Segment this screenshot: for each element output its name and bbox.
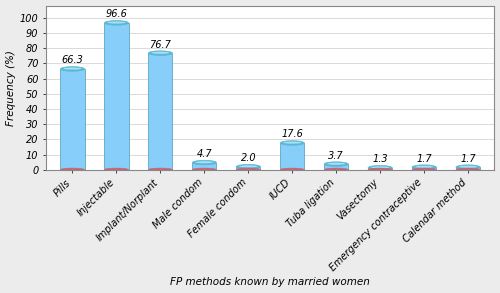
Ellipse shape [192, 160, 216, 165]
Bar [192, 163, 216, 170]
Ellipse shape [415, 166, 433, 168]
Ellipse shape [152, 52, 170, 54]
Ellipse shape [371, 166, 389, 168]
Ellipse shape [104, 168, 128, 171]
Ellipse shape [324, 162, 348, 166]
Bar [104, 23, 128, 170]
Text: 66.3: 66.3 [62, 55, 84, 65]
Ellipse shape [456, 165, 480, 169]
Ellipse shape [192, 168, 216, 171]
Bar [60, 69, 84, 170]
Ellipse shape [412, 168, 436, 171]
Ellipse shape [280, 141, 304, 145]
Bar [324, 164, 348, 170]
Text: 17.6: 17.6 [282, 130, 303, 139]
Text: 96.6: 96.6 [106, 9, 128, 19]
Ellipse shape [60, 67, 84, 71]
Text: 76.7: 76.7 [150, 40, 172, 50]
Ellipse shape [60, 168, 84, 171]
Ellipse shape [459, 166, 477, 168]
Bar [280, 143, 304, 170]
Ellipse shape [456, 168, 480, 171]
Ellipse shape [368, 168, 392, 171]
Y-axis label: Frequency (%): Frequency (%) [6, 50, 16, 126]
Ellipse shape [148, 51, 172, 55]
Ellipse shape [148, 168, 172, 171]
Ellipse shape [283, 142, 302, 144]
Ellipse shape [368, 166, 392, 170]
X-axis label: FP methods known by married women: FP methods known by married women [170, 277, 370, 287]
Ellipse shape [239, 165, 258, 167]
Bar [412, 167, 436, 170]
Text: 1.3: 1.3 [372, 154, 388, 164]
Text: 1.7: 1.7 [460, 154, 476, 164]
Text: 2.0: 2.0 [240, 153, 256, 163]
Ellipse shape [196, 161, 214, 163]
Bar [368, 168, 392, 170]
Text: 3.7: 3.7 [328, 151, 344, 161]
Text: 4.7: 4.7 [196, 149, 212, 159]
Ellipse shape [236, 164, 260, 169]
Bar [456, 167, 480, 170]
Ellipse shape [327, 163, 345, 165]
Ellipse shape [64, 68, 82, 70]
Text: 1.7: 1.7 [416, 154, 432, 164]
Ellipse shape [236, 168, 260, 171]
Ellipse shape [108, 21, 126, 23]
Ellipse shape [104, 21, 128, 25]
Ellipse shape [412, 165, 436, 169]
Bar [236, 167, 260, 170]
Ellipse shape [324, 168, 348, 171]
Bar [148, 53, 172, 170]
Ellipse shape [280, 168, 304, 171]
